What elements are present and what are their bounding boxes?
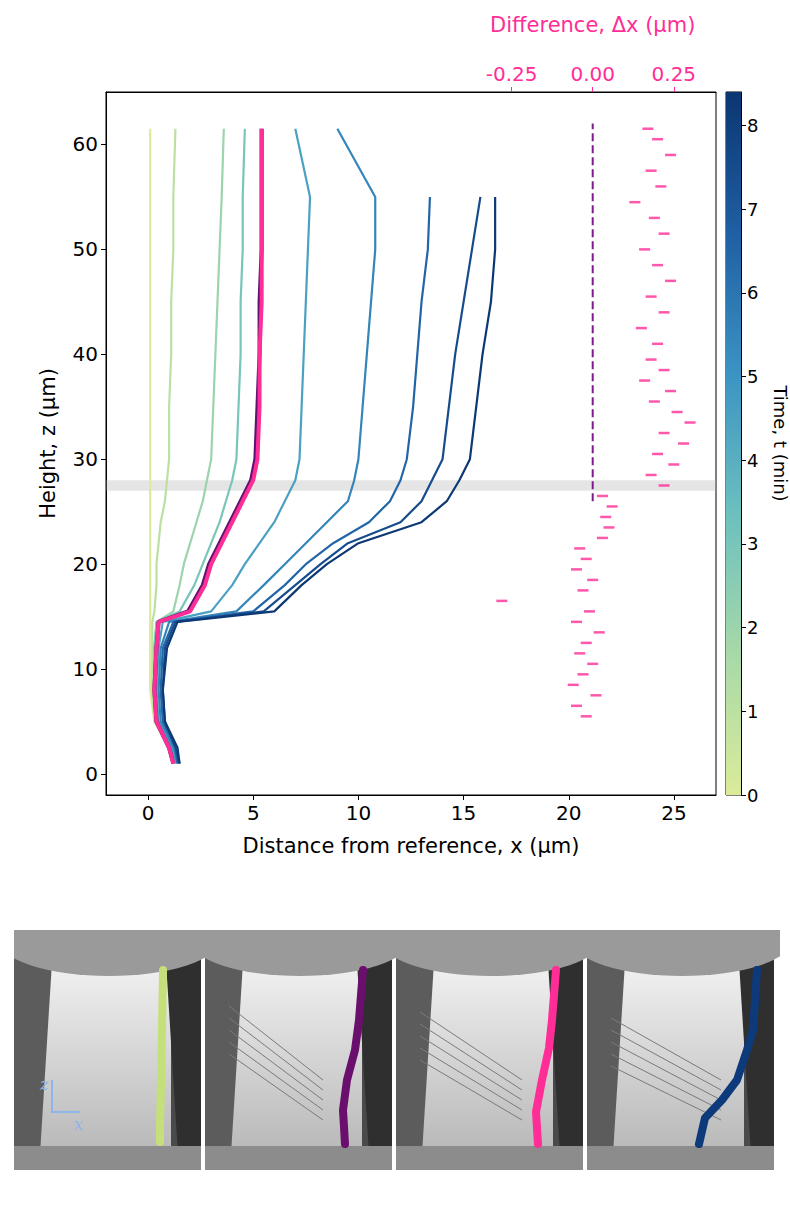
svg-text:6: 6 bbox=[747, 282, 758, 303]
svg-text:Height, z (μm): Height, z (μm) bbox=[36, 368, 60, 519]
svg-text:0.25: 0.25 bbox=[652, 62, 697, 86]
svg-text:Distance from reference, x (μm: Distance from reference, x (μm) bbox=[243, 834, 580, 858]
svg-text:8: 8 bbox=[747, 115, 758, 136]
svg-text:3: 3 bbox=[747, 533, 758, 554]
svg-text:0: 0 bbox=[85, 762, 98, 786]
svg-text:10: 10 bbox=[73, 657, 98, 681]
svg-text:4: 4 bbox=[747, 450, 758, 471]
svg-text:20: 20 bbox=[556, 801, 581, 825]
svg-text:40: 40 bbox=[73, 342, 98, 366]
svg-text:x: x bbox=[74, 1115, 83, 1134]
svg-text:1: 1 bbox=[747, 701, 758, 722]
svg-text:5: 5 bbox=[747, 366, 758, 387]
svg-text:7: 7 bbox=[747, 199, 758, 220]
svg-text:15: 15 bbox=[451, 801, 476, 825]
svg-text:Time, t (min): Time, t (min) bbox=[770, 384, 790, 501]
svg-text:2: 2 bbox=[747, 617, 758, 638]
svg-text:0: 0 bbox=[142, 801, 155, 825]
svg-text:25: 25 bbox=[661, 801, 686, 825]
svg-text:50: 50 bbox=[73, 237, 98, 261]
svg-text:20: 20 bbox=[73, 552, 98, 576]
svg-text:60: 60 bbox=[73, 132, 98, 156]
svg-text:5: 5 bbox=[247, 801, 260, 825]
svg-text:10: 10 bbox=[346, 801, 371, 825]
svg-text:30: 30 bbox=[73, 447, 98, 471]
svg-text:Difference, Δx (μm): Difference, Δx (μm) bbox=[490, 13, 695, 37]
svg-text:-0.25: -0.25 bbox=[486, 62, 538, 86]
svg-text:0.00: 0.00 bbox=[570, 62, 615, 86]
svg-text:z: z bbox=[39, 1075, 49, 1094]
svg-text:0: 0 bbox=[747, 785, 758, 806]
